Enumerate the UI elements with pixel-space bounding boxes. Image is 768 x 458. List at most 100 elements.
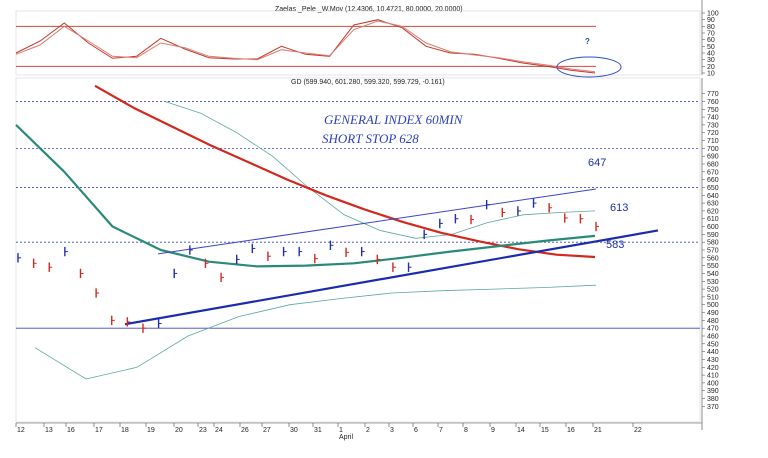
oscillator-y-tick-label: 70 bbox=[707, 31, 715, 38]
oscillator-y-tick-label: 50 bbox=[707, 44, 715, 51]
x-tick-label: 16 bbox=[567, 427, 575, 434]
x-tick-label: 30 bbox=[290, 427, 298, 434]
trendline-support bbox=[124, 229, 659, 326]
price-y-tick-label: 640 bbox=[707, 193, 719, 200]
stop-annotation: SHORT STOP 628 bbox=[322, 131, 419, 146]
price-y-tick-label: 670 bbox=[707, 169, 719, 176]
x-month-label: April bbox=[339, 434, 353, 441]
x-tick-label: 19 bbox=[147, 427, 155, 434]
price-y-tick-label: 720 bbox=[707, 130, 719, 137]
price-y-tick-label: 540 bbox=[707, 271, 719, 278]
price-y-tick-label: 450 bbox=[707, 341, 719, 348]
price-y-tick-label: 770 bbox=[707, 91, 719, 98]
oscillator-header: Zaelas _Pele _W.Mov (12.4306, 10.4721, 8… bbox=[275, 6, 463, 13]
x-tick-label: 1 bbox=[339, 427, 343, 434]
title-annotation: GENERAL INDEX 60MIN bbox=[324, 112, 464, 127]
price-panel: GD (599.940, 601.280, 599.320, 599.729, … bbox=[15, 77, 719, 441]
x-tick-label: 27 bbox=[263, 427, 271, 434]
highlight-ellipse bbox=[556, 56, 622, 78]
x-tick-label: 24 bbox=[215, 427, 223, 434]
price-frame bbox=[15, 77, 701, 423]
price-y-tick-label: 750 bbox=[707, 107, 719, 114]
x-tick-label: 15 bbox=[541, 427, 549, 434]
x-tick-label: 20 bbox=[175, 427, 183, 434]
price-y-tick-label: 710 bbox=[707, 138, 719, 145]
price-y-tick-label: 490 bbox=[707, 310, 719, 317]
price-y-tick-label: 760 bbox=[707, 99, 719, 106]
price-y-tick-label: 400 bbox=[707, 380, 719, 387]
moving-average-line bbox=[94, 84, 596, 259]
x-tick-label: 21 bbox=[594, 427, 602, 434]
price-y-tick-label: 390 bbox=[707, 388, 719, 395]
x-tick-label: 3 bbox=[390, 427, 394, 434]
oscillator-y-tick-label: 10 bbox=[707, 71, 715, 78]
oscillator-y-tick-label: 30 bbox=[707, 57, 715, 64]
oscillator-y-tick-label: 40 bbox=[707, 51, 715, 58]
question-annotation: ? bbox=[585, 37, 590, 46]
price-band-line bbox=[164, 101, 596, 239]
price-y-tick-label: 730 bbox=[707, 122, 719, 129]
price-y-tick-label: 620 bbox=[707, 208, 719, 215]
price-y-tick-label: 430 bbox=[707, 357, 719, 364]
x-tick-label: 6 bbox=[414, 427, 418, 434]
price-y-tick-label: 500 bbox=[707, 302, 719, 309]
x-tick-label: 2 bbox=[366, 427, 370, 434]
price-band-line bbox=[34, 284, 597, 380]
oscillator-panel: Zaelas _Pele _W.Mov (12.4306, 10.4721, 8… bbox=[15, 0, 719, 78]
price-y-tick-label: 690 bbox=[707, 154, 719, 161]
trendline-channel-top bbox=[157, 188, 597, 255]
oscillator-frame bbox=[15, 10, 701, 76]
x-tick-label: 13 bbox=[45, 427, 53, 434]
price-y-tick-label: 570 bbox=[707, 248, 719, 255]
price-y-tick-label: 630 bbox=[707, 201, 719, 208]
price-y-tick-label: 510 bbox=[707, 294, 719, 301]
price-y-tick-label: 470 bbox=[707, 326, 719, 333]
price-y-tick-label: 520 bbox=[707, 287, 719, 294]
oscillator-y-tick-label: 20 bbox=[707, 64, 715, 71]
price-header: GD (599.940, 601.280, 599.320, 599.729, … bbox=[291, 79, 445, 86]
oscillator-series-line bbox=[15, 19, 596, 74]
x-tick-label: 12 bbox=[17, 427, 25, 434]
price-y-tick-label: 590 bbox=[707, 232, 719, 239]
price-y-tick-label: 550 bbox=[707, 263, 719, 270]
oscillator-series-line bbox=[15, 20, 596, 73]
x-tick-label: 18 bbox=[121, 427, 129, 434]
price-y-tick-label: 370 bbox=[707, 404, 719, 411]
price-y-tick-label: 410 bbox=[707, 373, 719, 380]
price-y-tick-label: 680 bbox=[707, 162, 719, 169]
price-y-tick-label: 600 bbox=[707, 224, 719, 231]
price-y-tick-label: 380 bbox=[707, 396, 719, 403]
level-613-label: 613 bbox=[610, 202, 628, 214]
price-y-tick-label: 580 bbox=[707, 240, 719, 247]
price-y-tick-label: 650 bbox=[707, 185, 719, 192]
price-y-tick-label: 480 bbox=[707, 318, 719, 325]
price-y-tick-label: 460 bbox=[707, 334, 719, 341]
x-tick-label: 17 bbox=[95, 427, 103, 434]
moving-average-line bbox=[15, 124, 596, 268]
x-tick-label: 22 bbox=[634, 427, 642, 434]
price-y-tick-label: 660 bbox=[707, 177, 719, 184]
price-y-tick-label: 610 bbox=[707, 216, 719, 223]
level-583-label: 583 bbox=[606, 239, 624, 251]
x-tick-label: 16 bbox=[67, 427, 75, 434]
level-647-label: 647 bbox=[588, 157, 606, 169]
x-tick-label: 31 bbox=[314, 427, 322, 434]
price-y-tick-label: 740 bbox=[707, 115, 719, 122]
oscillator-y-tick-label: 80 bbox=[707, 24, 715, 31]
x-tick-label: 26 bbox=[241, 427, 249, 434]
oscillator-y-tick-label: 60 bbox=[707, 37, 715, 44]
price-y-tick-label: 560 bbox=[707, 255, 719, 262]
price-y-tick-label: 420 bbox=[707, 365, 719, 372]
price-y-tick-label: 440 bbox=[707, 349, 719, 356]
x-tick-label: 8 bbox=[464, 427, 468, 434]
x-tick-label: 7 bbox=[439, 427, 443, 434]
x-tick-label: 23 bbox=[199, 427, 207, 434]
oscillator-y-tick-label: 100 bbox=[707, 11, 719, 18]
x-tick-label: 14 bbox=[517, 427, 525, 434]
price-y-tick-label: 700 bbox=[707, 146, 719, 153]
x-tick-label: 9 bbox=[491, 427, 495, 434]
oscillator-y-tick-label: 90 bbox=[707, 17, 715, 24]
price-y-tick-label: 530 bbox=[707, 279, 719, 286]
